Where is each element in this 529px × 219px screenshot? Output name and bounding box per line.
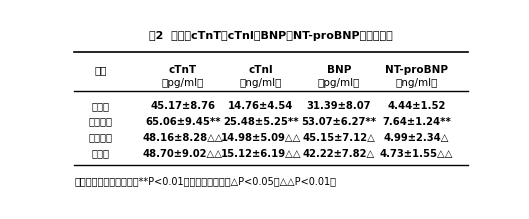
Text: 阳性对照: 阳性对照 (89, 132, 113, 143)
Text: 14.76±4.54: 14.76±4.54 (228, 101, 294, 111)
Text: 42.22±7.82△: 42.22±7.82△ (303, 149, 375, 159)
Text: 31.39±8.07: 31.39±8.07 (306, 101, 371, 111)
Text: 4.73±1.55△△: 4.73±1.55△△ (380, 149, 453, 159)
Text: cTnI: cTnI (249, 65, 273, 75)
Text: 53.07±6.27**: 53.07±6.27** (301, 117, 376, 127)
Text: 48.70±9.02△△: 48.70±9.02△△ (143, 149, 223, 159)
Text: 组别: 组别 (95, 65, 107, 75)
Text: （ng/ml）: （ng/ml） (396, 78, 438, 88)
Text: 4.44±1.52: 4.44±1.52 (387, 101, 446, 111)
Text: 14.98±5.09△△: 14.98±5.09△△ (221, 132, 301, 143)
Text: 45.15±7.12△: 45.15±7.12△ (302, 132, 375, 143)
Text: 65.06±9.45**: 65.06±9.45** (145, 117, 221, 127)
Text: 25.48±5.25**: 25.48±5.25** (223, 117, 299, 127)
Text: 48.16±8.28△△: 48.16±8.28△△ (143, 132, 223, 143)
Text: （ng/ml）: （ng/ml） (240, 78, 282, 88)
Text: （pg/ml）: （pg/ml） (162, 78, 204, 88)
Text: 15.12±6.19△△: 15.12±6.19△△ (221, 149, 301, 159)
Text: BNP: BNP (326, 65, 351, 75)
Text: 注，与正常对照组比较；**P<0.01；与模型组比较；△P<0.05，△△P<0.01。: 注，与正常对照组比较；**P<0.01；与模型组比较；△P<0.05，△△P<0… (74, 177, 336, 186)
Text: 45.17±8.76: 45.17±8.76 (150, 101, 215, 111)
Text: cTnT: cTnT (169, 65, 197, 75)
Text: 表2  对血清cTnT、cTnI、BNP、NT-proBNP含量的影响: 表2 对血清cTnT、cTnI、BNP、NT-proBNP含量的影响 (149, 31, 393, 41)
Text: NT-proBNP: NT-proBNP (385, 65, 448, 75)
Text: 发明药: 发明药 (92, 149, 110, 159)
Text: 4.99±2.34△: 4.99±2.34△ (384, 132, 450, 143)
Text: （pg/ml）: （pg/ml） (317, 78, 360, 88)
Text: 假手术: 假手术 (92, 101, 110, 111)
Text: 7.64±1.24**: 7.64±1.24** (382, 117, 451, 127)
Text: 模型对照: 模型对照 (89, 117, 113, 127)
